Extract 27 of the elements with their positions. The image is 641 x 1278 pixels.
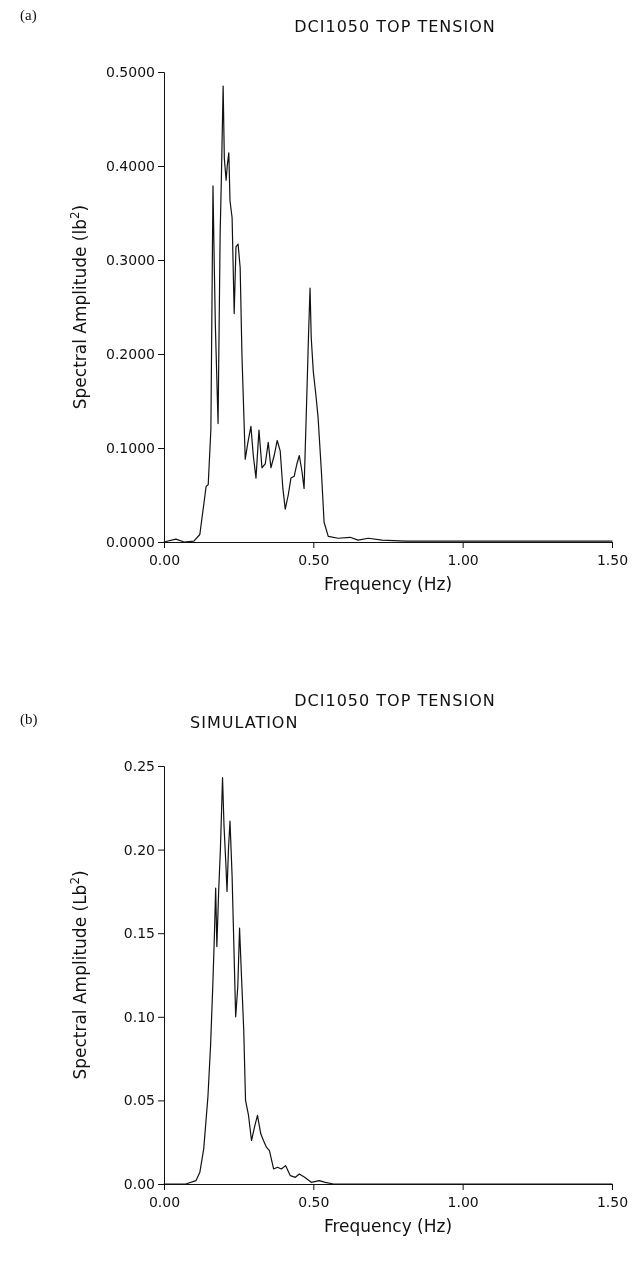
x-tick-label: 1.50	[596, 552, 629, 568]
x-tick-label: 1.00	[447, 552, 479, 568]
y-tick-label: 0.0000	[106, 533, 155, 550]
x-axis-title: Frequency (Hz)	[323, 574, 453, 594]
x-tick-label: 1.00	[447, 1194, 479, 1210]
chart-subtitle: SIMULATION	[190, 713, 299, 732]
x-tick-label: 0.50	[298, 552, 330, 568]
y-tick-label: 0.3000	[106, 251, 155, 268]
y-tick-label: 0.05	[123, 1092, 155, 1109]
chart-title: DCI1050 TOP TENSION	[294, 691, 496, 710]
text: (a)	[20, 7, 37, 24]
y-tick-label: 0.1000	[106, 439, 155, 456]
y-tick-label: 0.25	[123, 757, 155, 774]
y-tick-label: 0.4000	[106, 157, 155, 174]
y-tick-label: 0.15	[123, 925, 155, 942]
x-tick-label: 0.00	[148, 1194, 181, 1210]
y-tick-label: 0.10	[123, 1008, 155, 1025]
x-tick-label: 0.50	[298, 1194, 330, 1210]
y-tick-label: 0.2000	[106, 345, 155, 362]
x-axis-title: Frequency (Hz)	[323, 1216, 453, 1236]
chart-title: DCI1050 TOP TENSION	[294, 17, 496, 36]
x-tick-label: 1.50	[596, 1194, 629, 1210]
y-tick-label: 0.00	[123, 1175, 155, 1192]
y-tick-label: 0.5000	[106, 63, 155, 80]
y-tick-label: 0.20	[123, 841, 155, 858]
x-tick-label: 0.00	[148, 552, 181, 568]
text: (b)	[20, 711, 38, 728]
